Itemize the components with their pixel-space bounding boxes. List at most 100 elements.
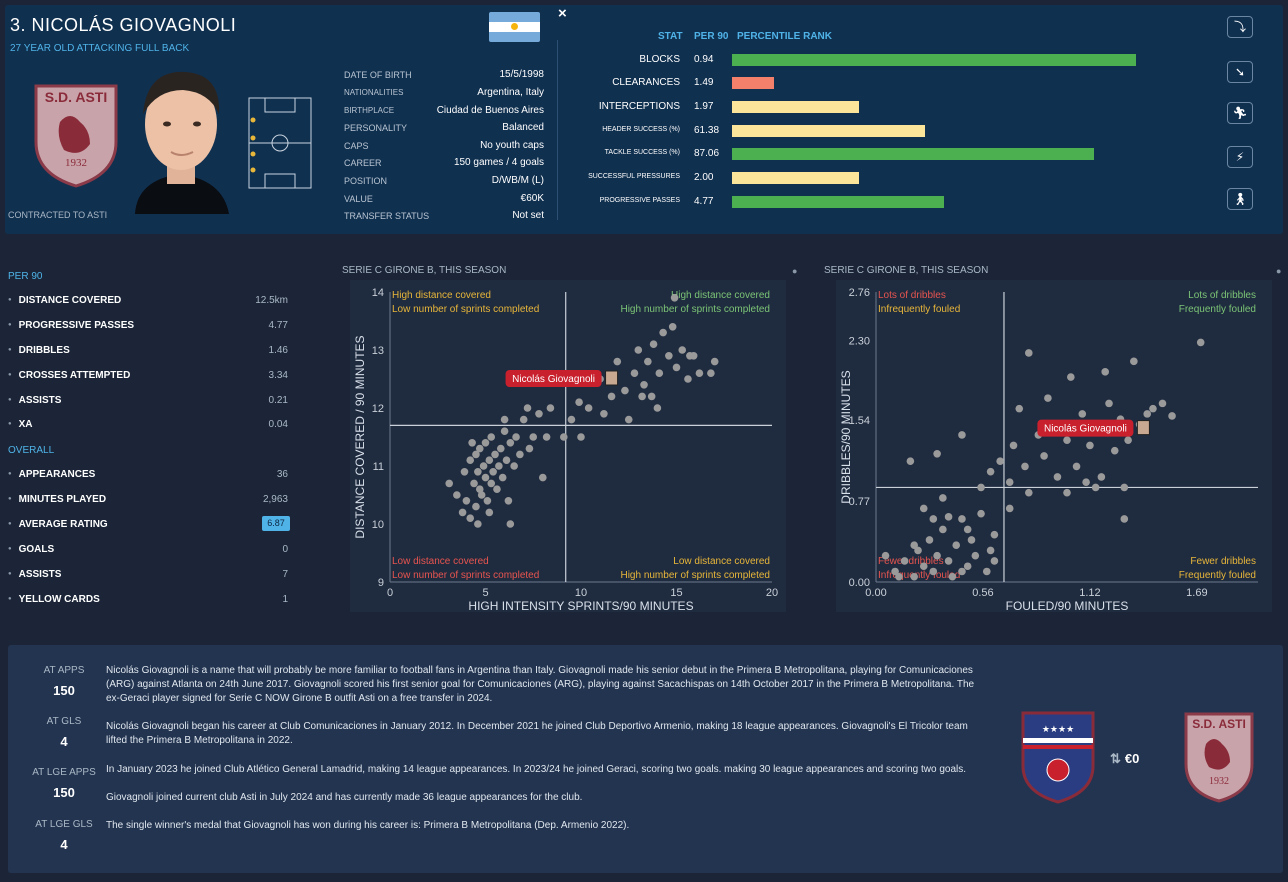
y-axis-label: DRIBBLES/90 MINUTES xyxy=(839,370,853,503)
chart-2-menu-icon[interactable]: ● xyxy=(1276,266,1282,276)
data-point xyxy=(577,433,585,441)
data-point xyxy=(472,450,480,459)
data-point xyxy=(474,520,482,528)
data-point xyxy=(493,485,501,493)
x-tick-label: 0.00 xyxy=(865,587,886,599)
stat-label: PROGRESSIVE PASSES xyxy=(599,197,680,204)
close-button[interactable]: × xyxy=(558,5,567,22)
data-point xyxy=(695,369,704,377)
quadrant-label: High number of sprints completed xyxy=(620,570,770,581)
player-photo xyxy=(125,62,235,214)
info-label: PERSONALITY xyxy=(344,123,408,133)
data-point xyxy=(655,369,664,377)
data-point xyxy=(1101,368,1109,376)
info-value: €60K xyxy=(520,193,544,204)
data-point xyxy=(996,457,1004,465)
data-point xyxy=(1149,404,1157,413)
scatter-chart-1: 0 5 10 15 20 9 10 11 12 13 14 HIGH INTENSITY SPRINT… xyxy=(353,287,778,612)
stat-value: 1.49 xyxy=(694,77,714,88)
info-value: D/WB/M (L) xyxy=(491,175,544,186)
position-pitch xyxy=(245,96,315,190)
data-point xyxy=(1082,478,1090,486)
club-badge-name: S.D. ASTI xyxy=(45,89,108,105)
highlight-label-bg xyxy=(505,370,602,387)
data-point xyxy=(542,433,551,441)
argentina-flag-icon xyxy=(489,12,540,42)
player-face-icon xyxy=(1136,420,1150,436)
stat-value: 1.97 xyxy=(694,101,714,112)
x-tick-label: 1.69 xyxy=(1186,587,1207,599)
data-point xyxy=(967,536,976,544)
slide-icon[interactable]: ➘ xyxy=(1227,61,1253,83)
tackle-icon[interactable]: ⤵ xyxy=(1227,16,1253,38)
data-point xyxy=(891,567,899,576)
percentile-bar xyxy=(732,148,1094,160)
club-badge-year: 1932 xyxy=(65,157,87,169)
stat-row-label: APPEARANCES xyxy=(8,469,96,480)
quadrant-label: Frequently fouled xyxy=(1179,570,1256,581)
data-point xyxy=(1110,446,1119,455)
percentile-bar xyxy=(732,196,944,208)
apps-label: AT LGE APPS xyxy=(32,767,96,778)
data-point xyxy=(982,567,991,576)
data-point xyxy=(460,468,469,476)
stat-row-value: 0.21 xyxy=(268,395,288,406)
data-point xyxy=(1130,357,1138,366)
quadrant-label: Lots of dribbles xyxy=(1188,290,1256,301)
info-value: 150 games / 4 goals xyxy=(453,157,544,168)
data-point xyxy=(1063,488,1071,497)
info-value: Ciudad de Buenos Aires xyxy=(436,105,544,116)
info-value: 15/5/1998 xyxy=(499,69,545,80)
data-point xyxy=(584,404,593,412)
walk-icon[interactable]: 🚶︎ xyxy=(1227,188,1253,210)
data-point xyxy=(466,514,475,522)
chart-1-menu-icon[interactable]: ● xyxy=(792,266,798,276)
info-value: Not set xyxy=(512,210,544,221)
data-point xyxy=(546,404,555,412)
data-point xyxy=(487,433,496,441)
data-point xyxy=(1067,373,1075,381)
data-point xyxy=(963,562,972,571)
y-tick-label: 9 xyxy=(378,577,384,589)
quadrant-label: Infrequently fouled xyxy=(878,304,960,315)
apps-value: 4 xyxy=(60,837,68,852)
x-tick-label: 20 xyxy=(766,587,778,599)
percentile-bar xyxy=(732,125,925,137)
previous-club-badge: ★★★★ xyxy=(1020,710,1096,804)
stat-row-value: 36 xyxy=(276,469,288,480)
data-point xyxy=(986,546,995,555)
data-point xyxy=(500,415,509,424)
quadrant-label: Low number of sprints completed xyxy=(392,304,539,315)
data-point xyxy=(519,415,528,424)
percentile-bar xyxy=(732,172,859,184)
data-point xyxy=(895,572,903,581)
data-point xyxy=(472,502,480,511)
percentile-header: PERCENTILE RANK xyxy=(737,31,833,42)
data-point xyxy=(914,546,922,555)
y-tick-label: 13 xyxy=(372,345,384,357)
data-point xyxy=(919,562,928,571)
data-point xyxy=(678,346,687,354)
data-point xyxy=(686,352,694,360)
data-point xyxy=(1097,473,1106,481)
stat-row-label: MINUTES PLAYED xyxy=(8,494,106,505)
stat-value: 87.06 xyxy=(694,148,720,159)
data-point xyxy=(466,456,475,464)
data-point xyxy=(919,504,928,513)
y-tick-label: 1.54 xyxy=(849,415,870,427)
bio-paragraph: Nicolás Giovagnoli is a name that will p… xyxy=(106,665,975,704)
sprint-icon[interactable]: ⚡︎ xyxy=(1227,146,1253,168)
data-point xyxy=(475,444,484,453)
stat-row-value: 7 xyxy=(282,569,288,580)
divider xyxy=(557,40,558,220)
stat-value: 2.00 xyxy=(694,172,714,183)
data-point xyxy=(647,392,656,401)
scatter-chart-2: 0.00 0.56 1.12 1.69 0.00 0.77 1.54 2.30 2.76 FOUL… xyxy=(839,287,1258,612)
data-point xyxy=(510,462,518,470)
data-point xyxy=(1168,412,1176,420)
run-icon[interactable]: 🏃︎ xyxy=(1227,102,1253,124)
data-point xyxy=(479,462,488,470)
quadrant-label: Fewer dribbles xyxy=(878,556,944,567)
info-label: DATE OF BIRTH xyxy=(344,70,412,80)
data-point xyxy=(990,530,999,539)
